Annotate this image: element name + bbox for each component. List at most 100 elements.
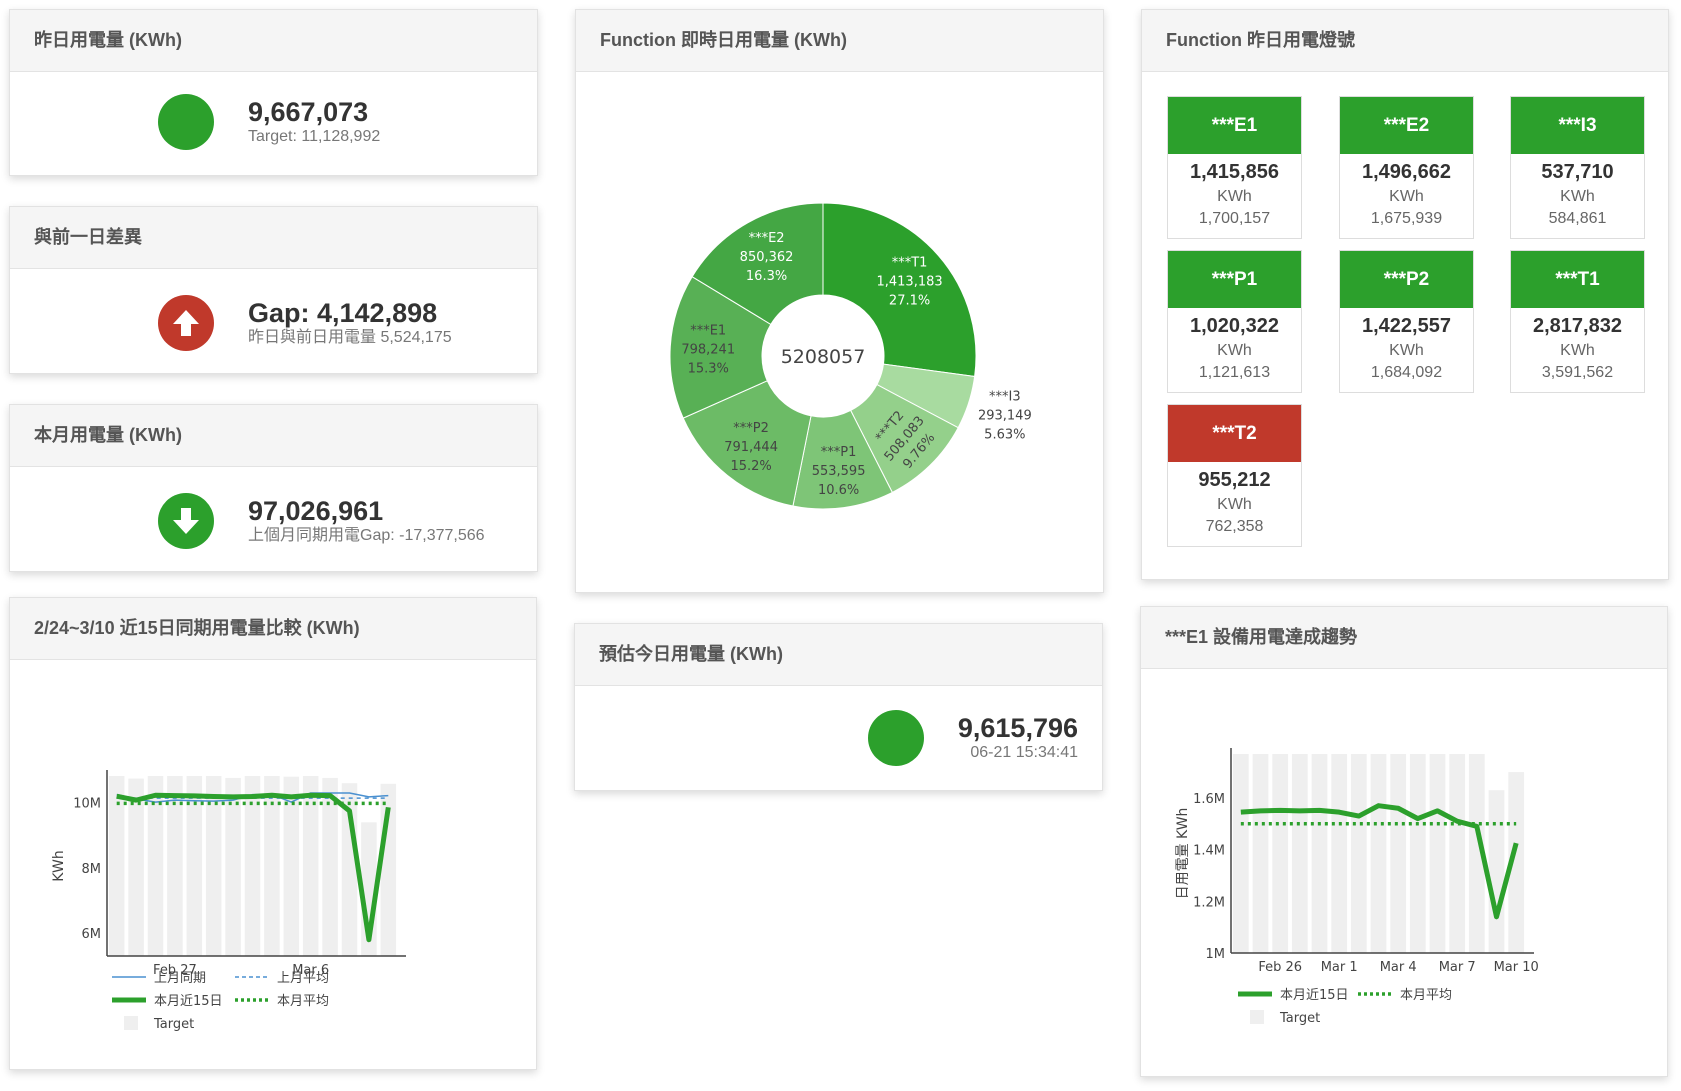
svg-text:15.3%: 15.3% xyxy=(688,362,729,377)
status-light-icon xyxy=(158,94,214,150)
target-bar xyxy=(1311,754,1328,953)
light-P2: ***P2 1,422,557 KWh 1,684,092 xyxy=(1339,250,1474,393)
gap-card: 與前一日差異 Gap: 4,142,898 昨日與前日用電量 5,524,175 xyxy=(9,206,538,374)
svg-text:27.1%: 27.1% xyxy=(889,293,930,308)
light-unit: KWh xyxy=(1217,496,1252,513)
svg-text:5.63%: 5.63% xyxy=(984,427,1025,442)
target-bar xyxy=(283,776,300,956)
light-unit: KWh xyxy=(1217,342,1252,359)
y-tick-label: 8M xyxy=(82,862,102,877)
svg-text:***P2: ***P2 xyxy=(733,421,769,436)
target-bar xyxy=(225,777,241,956)
light-E2: ***E2 1,496,662 KWh 1,675,939 xyxy=(1339,96,1474,239)
target-bar xyxy=(1232,754,1249,953)
legend-item[interactable]: 本月近15日 xyxy=(112,994,223,1009)
donut-center-total: 5208057 xyxy=(781,346,866,368)
svg-text:16.3%: 16.3% xyxy=(746,269,787,284)
target-bar xyxy=(244,776,261,956)
svg-text:本月近15日: 本月近15日 xyxy=(1280,988,1349,1003)
card-title: 預估今日用電量 (KWh) xyxy=(575,624,1102,686)
light-I3: ***I3 537,710 KWh 584,861 xyxy=(1510,96,1645,239)
target-bar xyxy=(1409,754,1426,953)
target-bar xyxy=(1429,754,1446,953)
light-value: 1,415,856 xyxy=(1190,161,1279,183)
trend-chart-card: ***E1 設備用電達成趨勢 1M 1.2M 1.4M 1.6M Feb 26 Mar 1… xyxy=(1140,606,1668,1077)
target-bar xyxy=(108,776,125,956)
x-tick-label: Mar 10 xyxy=(1494,960,1539,975)
card-title: 昨日用電量 (KWh) xyxy=(10,10,537,72)
svg-text:Target: Target xyxy=(153,1017,194,1032)
comparison-chart-card: 2/24~3/10 近15日同期用電量比較 (KWh) 6M 8M 10M Feb 2… xyxy=(9,597,537,1070)
svg-text:Target: Target xyxy=(1279,1011,1320,1026)
target-bar xyxy=(1488,790,1505,953)
target-bar xyxy=(1390,754,1407,953)
donut-label: ***P2 791,444 15.2% xyxy=(724,421,778,474)
target-bar xyxy=(147,776,164,956)
status-light-icon xyxy=(867,710,924,766)
target-bar xyxy=(1468,754,1485,953)
light-value: 955,212 xyxy=(1198,469,1271,491)
gap-sub: 昨日與前日用電量 5,524,175 xyxy=(248,329,452,346)
light-label: ***I3 xyxy=(1511,97,1644,154)
light-target: 3,591,562 xyxy=(1541,364,1614,381)
donut-chart: ***T1 1,413,183 27.1% ***I3 293,149 5.63% ***T… xyxy=(669,202,1032,510)
svg-text:1,413,183: 1,413,183 xyxy=(876,274,942,289)
light-target: 762,358 xyxy=(1205,518,1264,535)
target-bar xyxy=(264,776,280,956)
y-tick-label: 10M xyxy=(73,797,101,812)
legend-item[interactable]: 上月平均 xyxy=(235,971,329,986)
lights-card: Function 昨日用電燈號 ***E1 1,415,856 KWh 1,700,1… xyxy=(1141,9,1669,580)
donut-slice-E2[interactable] xyxy=(691,202,824,326)
light-unit: KWh xyxy=(1389,188,1424,205)
donut-slice-P2[interactable] xyxy=(682,380,812,507)
svg-text:***E1: ***E1 xyxy=(690,324,726,339)
legend-item[interactable]: 本月平均 xyxy=(235,994,329,1009)
yesterday-target: Target: 11,128,992 xyxy=(248,128,381,145)
svg-text:10.6%: 10.6% xyxy=(818,483,859,498)
legend-item[interactable]: 本月平均 xyxy=(1358,988,1452,1003)
card-title: ***E1 設備用電達成趨勢 xyxy=(1141,607,1667,669)
light-T1: ***T1 2,817,832 KWh 3,591,562 xyxy=(1510,250,1645,393)
donut-label: ***T1 1,413,183 27.1% xyxy=(876,255,942,308)
x-tick-label: Feb 26 xyxy=(1258,960,1302,975)
svg-text:293,149: 293,149 xyxy=(978,408,1032,423)
donut-label: ***E1 798,241 15.3% xyxy=(681,324,735,377)
donut-card: Function 即時日用電量 (KWh) ***T1 1,413,183 27.1… xyxy=(575,9,1104,593)
svg-text:553,595: 553,595 xyxy=(812,464,866,479)
light-value: 1,422,557 xyxy=(1362,315,1451,337)
legend-item[interactable]: 上月同期 xyxy=(112,971,206,986)
donut-slice-T1[interactable] xyxy=(822,202,977,378)
donut-slice-E1[interactable] xyxy=(669,276,772,419)
svg-text:***T1: ***T1 xyxy=(892,255,928,270)
legend-item[interactable]: 本月近15日 xyxy=(1238,988,1349,1003)
light-P1: ***P1 1,020,322 KWh 1,121,613 xyxy=(1167,250,1302,393)
target-bar xyxy=(205,776,222,956)
target-bar xyxy=(1331,754,1348,953)
svg-text:上月平均: 上月平均 xyxy=(277,971,329,986)
svg-text:本月平均: 本月平均 xyxy=(277,994,329,1009)
estimate-card: 預估今日用電量 (KWh) 9,615,796 06-21 15:34:41 xyxy=(574,623,1103,791)
donut-label: ***E2 850,362 16.3% xyxy=(740,231,794,284)
light-target: 1,700,157 xyxy=(1198,210,1271,227)
donut-label: ***I3 293,149 5.63% xyxy=(978,389,1032,442)
estimate-value: 9,615,796 xyxy=(957,713,1078,743)
month-value: 97,026,961 xyxy=(248,496,384,526)
light-label: ***T2 xyxy=(1168,405,1301,462)
card-title: 與前一日差異 xyxy=(10,207,537,269)
yesterday-value: 9,667,073 xyxy=(248,97,369,127)
legend-item[interactable]: Target xyxy=(124,1016,194,1032)
svg-text:上月同期: 上月同期 xyxy=(154,971,206,986)
light-label: ***E2 xyxy=(1340,97,1473,154)
target-bar xyxy=(128,778,144,956)
target-bar xyxy=(1291,754,1308,953)
light-unit: KWh xyxy=(1389,342,1424,359)
target-bar xyxy=(1508,772,1525,953)
month-usage-card: 本月用電量 (KWh) 97,026,961 上個月同期用電Gap: -17,3… xyxy=(9,404,538,572)
legend-item[interactable]: Target xyxy=(1250,1010,1320,1026)
series-line xyxy=(1240,803,1519,920)
light-value: 2,817,832 xyxy=(1533,315,1622,337)
svg-text:850,362: 850,362 xyxy=(740,250,794,265)
light-value: 1,020,322 xyxy=(1190,315,1279,337)
card-title: 本月用電量 (KWh) xyxy=(10,405,537,467)
light-value: 1,496,662 xyxy=(1362,161,1451,183)
